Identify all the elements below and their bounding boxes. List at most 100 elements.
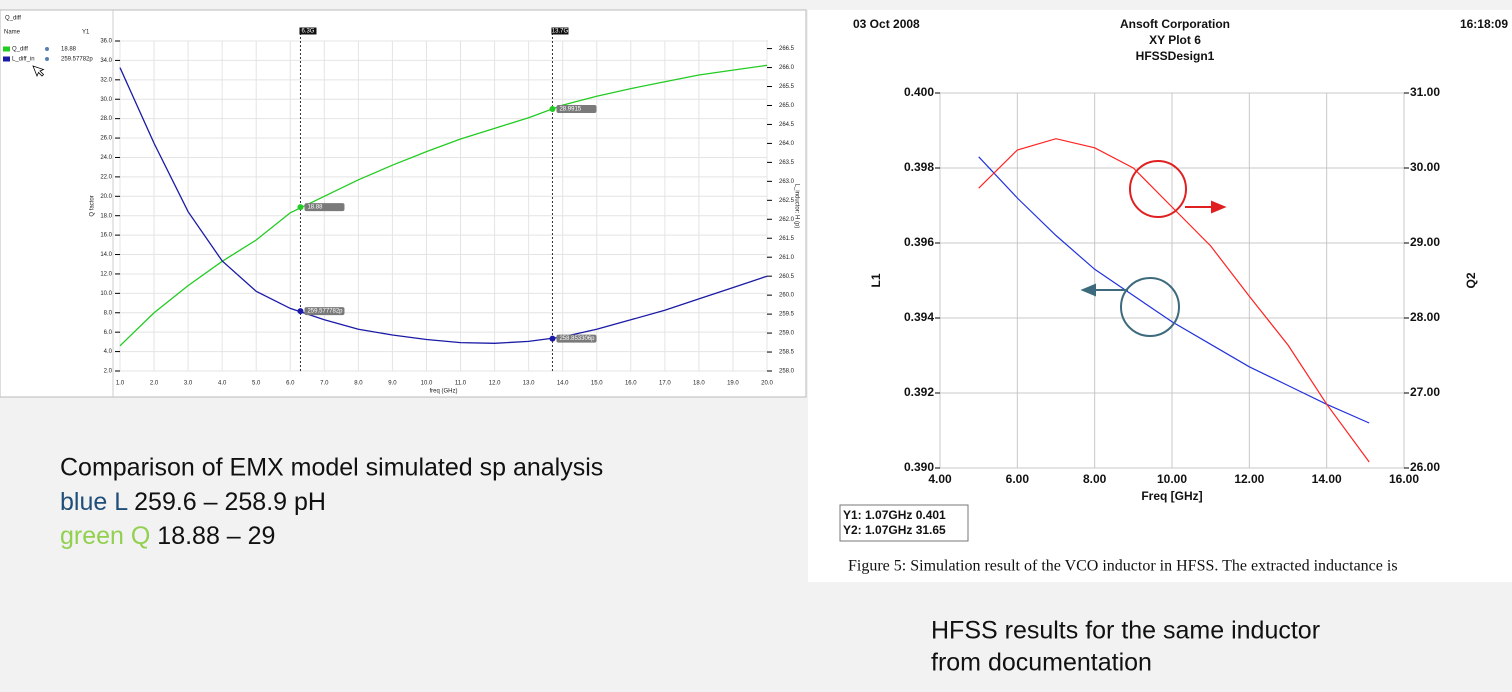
y-tick-label: 18.0 xyxy=(100,213,112,219)
y-tick-label: 32.0 xyxy=(100,77,112,83)
y2-tick-label: 31.00 xyxy=(1410,85,1440,99)
x-tick-label: 5.0 xyxy=(252,381,261,387)
caption-line: HFSS results for the same inductor xyxy=(931,617,1320,645)
x-tick-label: 14.00 xyxy=(1312,472,1342,486)
readout-point xyxy=(297,204,304,211)
x-tick-label: 10.0 xyxy=(421,381,433,387)
y-tick-label: 16.0 xyxy=(100,233,112,239)
caption-line: from documentation xyxy=(931,649,1152,677)
marker-tag xyxy=(551,27,569,35)
legend-label: L_diff_in xyxy=(12,57,35,63)
x-tick-label: 1.0 xyxy=(116,381,125,387)
x-tick-label: 9.0 xyxy=(388,381,397,387)
readout-label: 259.577782p xyxy=(307,309,343,315)
legend-value: 259.57782p xyxy=(61,57,93,63)
chart-title: XY Plot 6 xyxy=(1149,33,1201,47)
y2-tick-label: 26.00 xyxy=(1410,460,1440,474)
y-axis-label: L1 xyxy=(869,273,883,287)
readout-tag xyxy=(304,203,345,212)
y2-tick-label: 259.0 xyxy=(779,331,795,337)
mouse-cursor xyxy=(32,65,45,78)
series-line xyxy=(119,64,768,347)
x-tick-label: 15.0 xyxy=(591,381,603,387)
legend-header: Name xyxy=(4,30,21,36)
hfss-chart: 4.00 6.00 8.00 10.00 12.00 14.00 16.00 0.390 0.3… xyxy=(843,17,1508,575)
chart-subtitle: HFSSDesign1 xyxy=(1136,49,1215,63)
y2-tick-label: 29.00 xyxy=(1410,235,1440,249)
series-line xyxy=(119,67,768,344)
readout-tag xyxy=(304,307,345,316)
x-tick-label: 12.0 xyxy=(489,381,501,387)
readout-label: 258.853306p xyxy=(559,336,595,342)
y2-tick-label: 28.00 xyxy=(1410,310,1440,324)
x-tick-label: 16.0 xyxy=(625,381,637,387)
y-tick-label: 10.0 xyxy=(100,291,112,297)
readout-text: Y2: 1.07GHz 31.65 xyxy=(843,523,946,537)
readout-tag xyxy=(556,105,597,114)
x-tick-label: 12.00 xyxy=(1234,472,1264,486)
x-tick-label: 14.0 xyxy=(557,381,569,387)
y-tick-label: 20.0 xyxy=(100,194,112,200)
x-tick-label: 2.0 xyxy=(150,381,159,387)
y2-tick-label: 258.5 xyxy=(779,350,795,356)
x-tick-label: 7.0 xyxy=(320,381,329,387)
y2-tick-label: 30.00 xyxy=(1410,160,1440,174)
y-tick-label: 34.0 xyxy=(100,58,112,64)
x-axis-label: Freq [GHz] xyxy=(1141,489,1202,503)
y-tick-label: 36.0 xyxy=(100,39,112,45)
marker-tag xyxy=(299,27,317,35)
x-tick-label: 4.0 xyxy=(218,381,227,387)
x-tick-label: 8.00 xyxy=(1083,472,1107,486)
series-line xyxy=(978,156,1370,424)
y2-tick-label: 261.0 xyxy=(779,255,795,261)
header-company: Ansoft Corporation xyxy=(1120,17,1230,31)
y-tick-label: 26.0 xyxy=(100,136,112,142)
readout-point xyxy=(549,106,556,113)
y2-tick-label: 265.5 xyxy=(779,84,795,90)
x-tick-label: 10.00 xyxy=(1157,472,1187,486)
x-tick-label: 3.0 xyxy=(184,381,193,387)
annotation-arrow xyxy=(1080,283,1128,297)
y-tick-label: 0.390 xyxy=(904,460,934,474)
figure-caption: Figure 5: Simulation result of the VCO i… xyxy=(848,558,1398,575)
x-tick-label: 6.0 xyxy=(286,381,295,387)
y-tick-label: 8.0 xyxy=(104,310,113,316)
y2-tick-label: 262.0 xyxy=(779,217,795,223)
blue-label: blue L xyxy=(60,488,128,516)
readout-tag xyxy=(556,334,597,343)
y2-tick-label: 266.5 xyxy=(779,46,795,52)
y2-tick-label: 260.5 xyxy=(779,274,795,280)
annotation-circle xyxy=(1129,160,1187,218)
y2-axis-label: Q2 xyxy=(1464,272,1478,288)
legend-header: Y1 xyxy=(82,30,90,36)
y-tick-label: 2.0 xyxy=(104,369,113,375)
y2-tick-label: 263.0 xyxy=(779,179,795,185)
y-tick-label: 30.0 xyxy=(100,97,112,103)
legend-swatch xyxy=(3,46,10,52)
header-time: 16:18:09 xyxy=(1460,17,1508,31)
readout-box xyxy=(839,504,969,542)
plot-area xyxy=(119,40,768,372)
legend-swatch xyxy=(3,56,10,62)
annotation-circle xyxy=(1120,277,1180,337)
readout-text: Y1: 1.07GHz 0.401 xyxy=(843,508,946,522)
y-tick-label: 0.400 xyxy=(904,85,934,99)
x-tick-label: 17.0 xyxy=(659,381,671,387)
y2-tick-label: 260.0 xyxy=(779,293,795,299)
y2-tick-label: 264.0 xyxy=(779,141,795,147)
readout-point xyxy=(549,335,556,342)
x-tick-label: 19.0 xyxy=(727,381,739,387)
y2-tick-label: 262.5 xyxy=(779,198,795,204)
x-tick-label: 20.0 xyxy=(761,381,773,387)
header-date: 03 Oct 2008 xyxy=(853,17,920,31)
y2-tick-label: 264.5 xyxy=(779,122,795,128)
marker-label: 6.3G xyxy=(301,29,314,35)
marker-label: 13.7G xyxy=(552,29,569,35)
green-text: 18.88 – 29 xyxy=(157,522,275,550)
y-tick-label: 24.0 xyxy=(100,155,112,161)
blue-text: 259.6 – 258.9 pH xyxy=(134,488,326,516)
visibility-icon xyxy=(45,57,49,61)
readout-point xyxy=(297,308,304,315)
